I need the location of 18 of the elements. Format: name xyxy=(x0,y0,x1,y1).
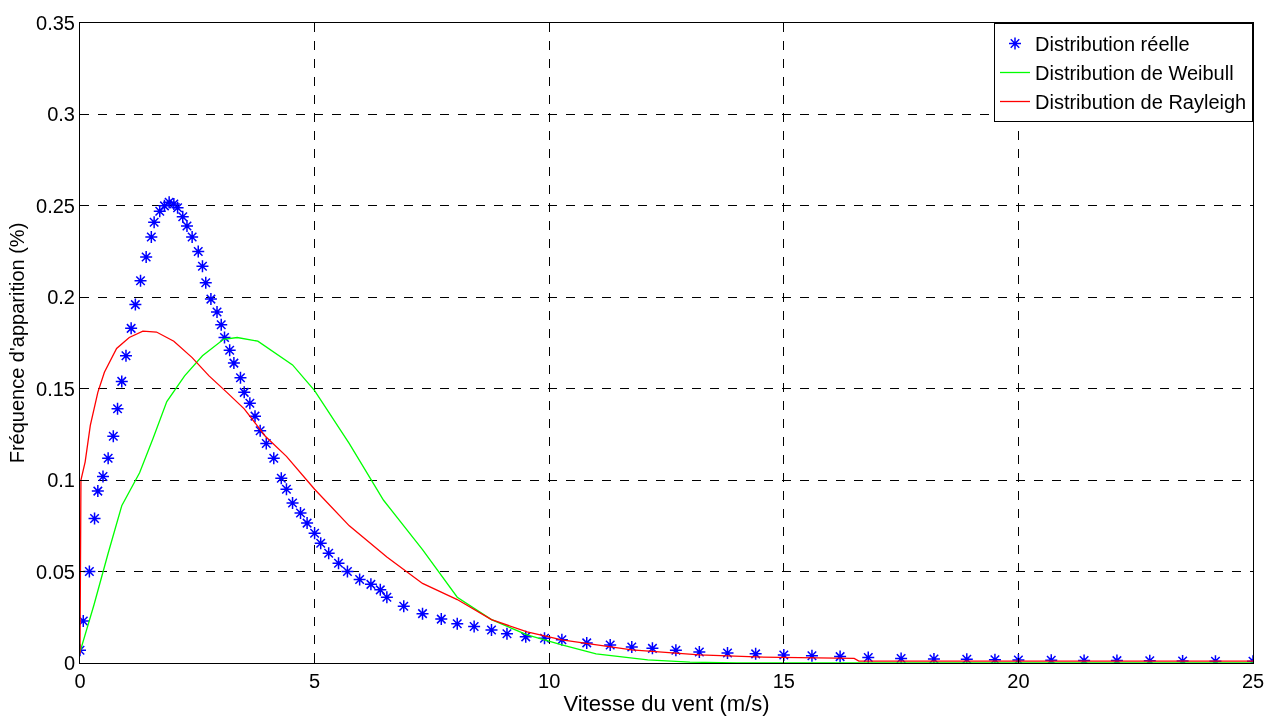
y-tick-label: 0.05 xyxy=(36,560,75,583)
x-axis-title: Vitesse du vent (m/s) xyxy=(563,690,770,716)
legend-label: Distribution de Rayleigh xyxy=(1035,91,1247,114)
x-tick-label: 15 xyxy=(772,670,795,692)
y-tick-label: 0.2 xyxy=(47,286,75,309)
y-tick-label: 0.15 xyxy=(36,377,75,400)
y-axis-title: Fréquence d'apparition (%) xyxy=(5,222,28,464)
y-tick-label: 0.3 xyxy=(47,103,75,126)
y-tick-label: 0.25 xyxy=(36,194,75,217)
x-tick-label: 5 xyxy=(309,670,321,692)
x-tick-label: 10 xyxy=(538,670,561,692)
legend-label: Distribution réelle xyxy=(1035,33,1190,56)
x-tick-label: 20 xyxy=(1007,670,1030,692)
y-tick-label: 0.35 xyxy=(36,12,75,34)
legend-label: Distribution de Weibull xyxy=(1035,62,1234,85)
y-tick-label: 0 xyxy=(63,652,75,674)
x-tick-label: 25 xyxy=(1241,670,1265,692)
y-tick-label: 0.1 xyxy=(47,469,75,492)
